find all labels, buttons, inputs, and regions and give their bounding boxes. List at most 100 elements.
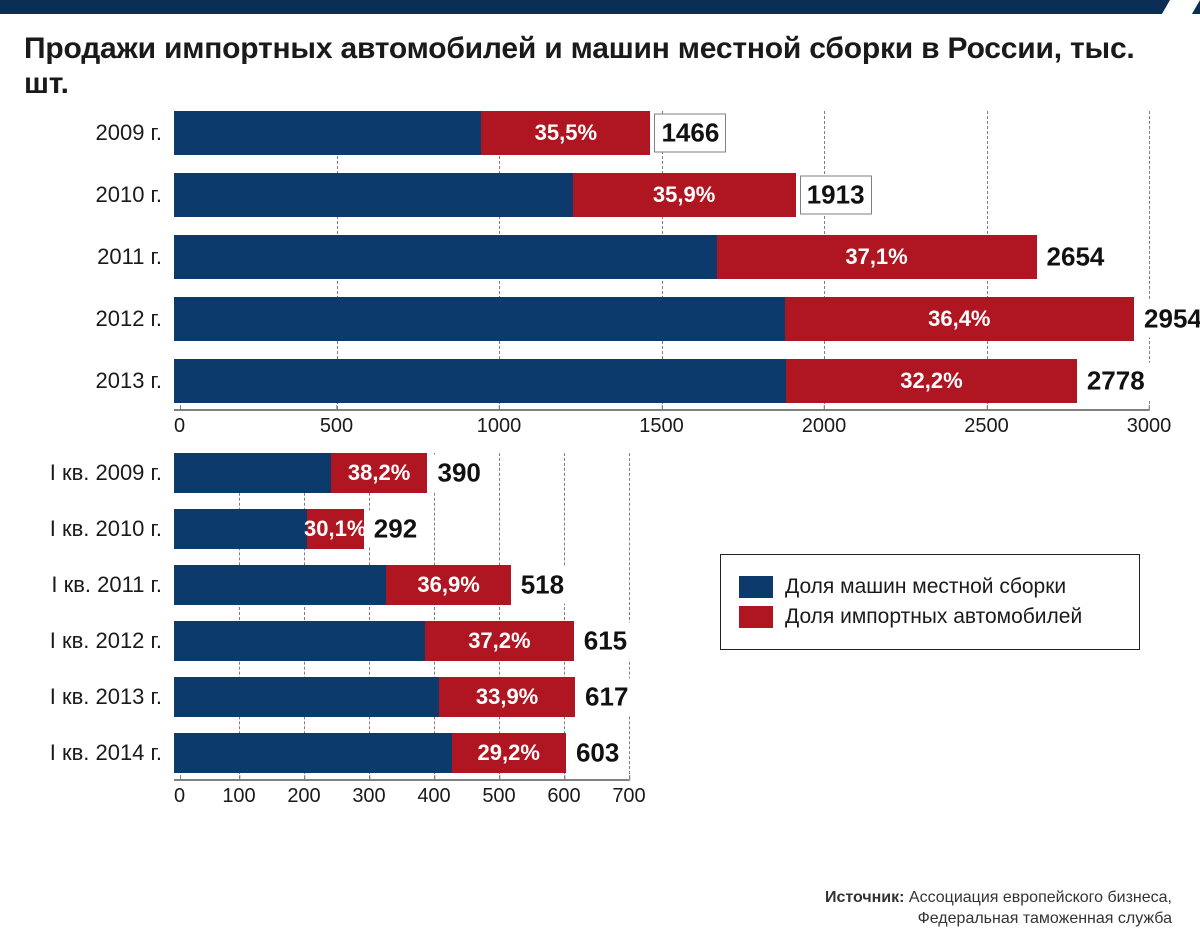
chart-title: Продажи импортных автомобилей и машин ме… xyxy=(24,32,1176,101)
gridline xyxy=(369,453,370,779)
bar-local-segment xyxy=(174,453,331,493)
bar-local-segment xyxy=(174,509,307,549)
bar-plot: 37,1% 2654 xyxy=(174,235,1149,279)
x-tick: 100 xyxy=(222,781,255,808)
x-tick: 600 xyxy=(547,781,580,808)
bar-import-pct: 33,9% xyxy=(476,684,538,710)
bar-import-pct: 38,2% xyxy=(348,460,410,486)
x-tick: 1000 xyxy=(477,411,522,438)
x-tick: 700 xyxy=(612,781,645,808)
bar-local-segment xyxy=(174,297,785,341)
bar-plot: 38,2% 390 xyxy=(174,453,629,493)
legend-label: Доля машин местной сборки xyxy=(785,575,1066,599)
bar-import-pct: 29,2% xyxy=(478,740,540,766)
source-line2: Федеральная таможенная служба xyxy=(918,910,1172,927)
x-tick: 200 xyxy=(287,781,320,808)
bar-plot: 33,9%617 xyxy=(174,677,629,717)
legend-label: Доля импортных автомобилей xyxy=(785,605,1082,629)
bar-plot: 36,4%2954 xyxy=(174,297,1149,341)
bar-local-segment xyxy=(174,111,481,155)
bar-total-value: 603 xyxy=(570,735,625,772)
bar-ylabel: I кв. 2010 г. xyxy=(24,516,174,542)
gridline xyxy=(304,453,305,779)
bar-local-segment xyxy=(174,235,717,279)
gridline xyxy=(499,453,500,779)
x-axis: 0100200300400500600700 xyxy=(174,779,629,809)
bar-import-pct: 35,5% xyxy=(535,120,597,146)
bar-plot: 29,2% 603 xyxy=(174,733,629,773)
x-tick: 400 xyxy=(417,781,450,808)
x-tick: 1500 xyxy=(639,411,684,438)
grid xyxy=(174,453,629,773)
x-tick: 2500 xyxy=(964,411,1009,438)
bar-plot: 36,9% 518 xyxy=(174,565,629,605)
legend-swatch xyxy=(739,576,773,598)
gridline xyxy=(239,453,240,779)
bar-total-value: 615 xyxy=(578,623,633,660)
x-tick: 2000 xyxy=(802,411,847,438)
legend-item: Доля импортных автомобилей xyxy=(739,605,1121,629)
bar-row: 2011 г. 37,1% 2654 xyxy=(24,235,1176,279)
legend-item: Доля машин местной сборки xyxy=(739,575,1121,599)
bar-total-value: 2954 xyxy=(1138,301,1200,338)
legend-swatch xyxy=(739,606,773,628)
gridline xyxy=(564,453,565,779)
x-tick: 500 xyxy=(320,411,353,438)
gridline xyxy=(434,453,435,779)
source-citation: Источник: Ассоциация европейского бизнес… xyxy=(825,888,1172,930)
x-tick: 3000 xyxy=(1127,411,1172,438)
bar-row: 2012 г.36,4%2954 xyxy=(24,297,1176,341)
bar-plot: 30,1%292 xyxy=(174,509,629,549)
bar-row: 2013 г. 32,2% 2778 xyxy=(24,359,1176,403)
bar-plot: 35,5% 1466 xyxy=(174,111,1149,155)
bar-total-value: 1913 xyxy=(800,176,872,215)
x-tick: 0 xyxy=(174,411,185,438)
x-tick: 0 xyxy=(174,781,185,808)
x-tick: 500 xyxy=(482,781,515,808)
bar-ylabel: 2009 г. xyxy=(24,120,174,146)
bar-ylabel: 2011 г. xyxy=(24,244,174,270)
bar-local-segment xyxy=(174,565,386,605)
bar-row: I кв. 2014 г.29,2%603 xyxy=(24,733,1176,773)
bar-total-value: 292 xyxy=(368,511,423,548)
bar-plot: 32,2% 2778 xyxy=(174,359,1149,403)
bar-row: 2010 г. 35,9% 1913 xyxy=(24,173,1176,217)
bar-import-pct: 30,1% xyxy=(304,516,366,542)
bar-plot: 35,9% 1913 xyxy=(174,173,1149,217)
source-line1: Ассоциация европейского бизнеса, xyxy=(909,889,1172,906)
bar-ylabel: 2010 г. xyxy=(24,182,174,208)
bar-import-pct: 35,9% xyxy=(653,182,715,208)
bar-local-segment xyxy=(174,359,786,403)
gridline xyxy=(629,453,630,779)
bar-local-segment xyxy=(174,677,439,717)
bar-ylabel: I кв. 2011 г. xyxy=(24,572,174,598)
bar-total-value: 2654 xyxy=(1041,239,1111,276)
bar-total-value: 1466 xyxy=(654,114,726,153)
bar-ylabel: I кв. 2012 г. xyxy=(24,628,174,654)
bar-total-value: 390 xyxy=(432,455,487,492)
bar-import-pct: 37,1% xyxy=(845,244,907,270)
bar-plot: 37,2%615 xyxy=(174,621,629,661)
bar-row: 2009 г. 35,5% 1466 xyxy=(24,111,1176,155)
bar-ylabel: I кв. 2013 г. xyxy=(24,684,174,710)
x-tick: 300 xyxy=(352,781,385,808)
legend: Доля машин местной сборки Доля импортных … xyxy=(720,554,1140,650)
bar-row: I кв. 2013 г.33,9%617 xyxy=(24,677,1176,717)
bar-import-pct: 36,9% xyxy=(417,572,479,598)
bar-ylabel: 2013 г. xyxy=(24,368,174,394)
source-prefix: Источник: xyxy=(825,889,905,906)
bar-import-pct: 36,4% xyxy=(928,306,990,332)
bar-import-pct: 37,2% xyxy=(468,628,530,654)
chart-annual: 2009 г.35,5%14662010 г.35,9%19132011 г.3… xyxy=(24,111,1176,439)
bar-ylabel: I кв. 2009 г. xyxy=(24,460,174,486)
bar-row: I кв. 2010 г.30,1%292 xyxy=(24,509,1176,549)
x-axis: 050010001500200025003000 xyxy=(174,409,1149,439)
bar-local-segment xyxy=(174,173,573,217)
content: Продажи импортных автомобилей и машин ме… xyxy=(0,14,1200,819)
top-stripe xyxy=(0,0,1200,14)
bar-import-pct: 32,2% xyxy=(900,368,962,394)
bar-local-segment xyxy=(174,621,425,661)
bar-total-value: 2778 xyxy=(1081,363,1151,400)
bar-row: I кв. 2009 г. 38,2% 390 xyxy=(24,453,1176,493)
bar-total-value: 518 xyxy=(515,567,570,604)
